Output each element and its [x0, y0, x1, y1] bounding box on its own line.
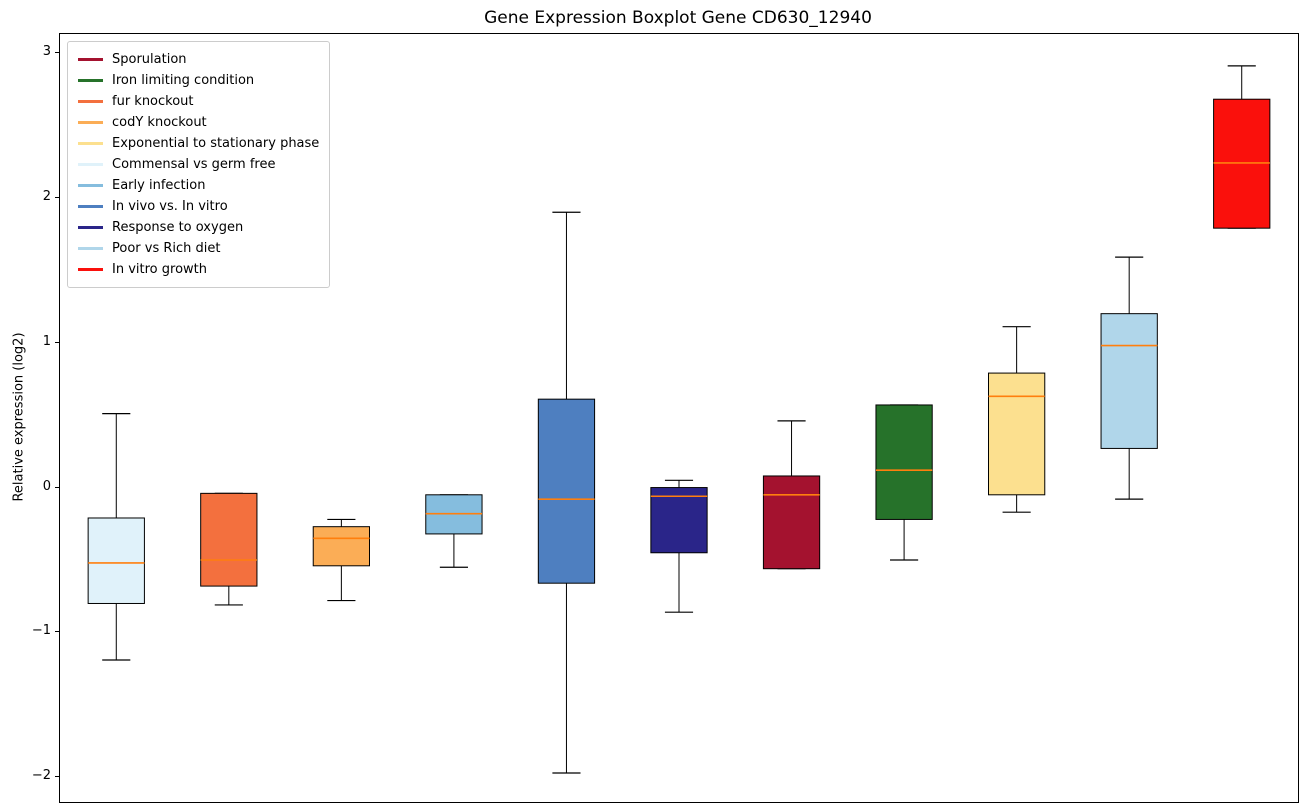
boxplot-box [875, 404, 933, 520]
y-tick-label: 3 [42, 43, 51, 59]
y-axis-label: Relative expression (log2) [11, 332, 27, 502]
legend: Sporulation Iron limiting condition fur kn… [67, 41, 331, 288]
legend-swatch [78, 268, 103, 271]
legend-label: In vitro growth [112, 262, 207, 277]
legend-item: Response to oxygen [78, 217, 319, 238]
boxplot-box [762, 475, 821, 570]
legend-label: Poor vs Rich diet [112, 241, 221, 256]
boxplot-box [1100, 313, 1158, 449]
legend-swatch [78, 205, 103, 208]
legend-item: Iron limiting condition [78, 70, 319, 91]
legend-item: codY knockout [78, 112, 319, 133]
y-tick-mark [55, 196, 59, 198]
y-tick-mark [55, 631, 59, 633]
legend-item: In vitro growth [78, 259, 319, 280]
y-tick-mark [55, 51, 59, 53]
legend-label: fur knockout [112, 94, 194, 109]
legend-label: Commensal vs germ free [112, 157, 276, 172]
y-tick-label: 0 [42, 478, 51, 494]
y-tick-mark [55, 776, 59, 778]
legend-item: Sporulation [78, 49, 319, 70]
legend-item: Poor vs Rich diet [78, 238, 319, 259]
legend-label: In vivo vs. In vitro [112, 199, 228, 214]
legend-swatch [78, 79, 103, 82]
boxplot-box [537, 398, 596, 584]
legend-label: codY knockout [112, 115, 207, 130]
legend-item: In vivo vs. In vitro [78, 196, 319, 217]
legend-label: Exponential to stationary phase [112, 136, 320, 151]
legend-label: Early infection [112, 178, 206, 193]
legend-item: Early infection [78, 175, 319, 196]
legend-swatch [78, 142, 103, 145]
legend-swatch [78, 184, 103, 187]
boxplot-box [200, 492, 258, 587]
legend-label: Sporulation [112, 52, 187, 67]
y-tick-mark [55, 486, 59, 488]
plot-area [87, 65, 1271, 774]
y-tick-label: 1 [42, 333, 51, 349]
legend-swatch [78, 58, 103, 61]
legend-swatch [78, 121, 103, 124]
legend-swatch [78, 163, 103, 166]
y-tick-label: −1 [31, 623, 51, 639]
boxplot-box [988, 372, 1046, 496]
boxplot-box [650, 487, 708, 554]
legend-swatch [78, 226, 103, 229]
legend-swatch [78, 100, 103, 103]
boxplot-box [87, 517, 145, 604]
legend-label: Response to oxygen [112, 220, 244, 235]
legend-item: Commensal vs germ free [78, 154, 319, 175]
y-tick-label: −2 [31, 768, 51, 784]
legend-item: Exponential to stationary phase [78, 133, 319, 154]
y-tick-mark [55, 341, 59, 343]
axes-frame: Sporulation Iron limiting condition fur kn… [59, 33, 1299, 803]
legend-swatch [78, 247, 103, 250]
boxplot-box [312, 526, 371, 567]
chart-title: Gene Expression Boxplot Gene CD630_12940 [484, 8, 872, 28]
legend-label: Iron limiting condition [112, 73, 255, 88]
legend-item: fur knockout [78, 91, 319, 112]
y-tick-label: 2 [42, 188, 51, 204]
